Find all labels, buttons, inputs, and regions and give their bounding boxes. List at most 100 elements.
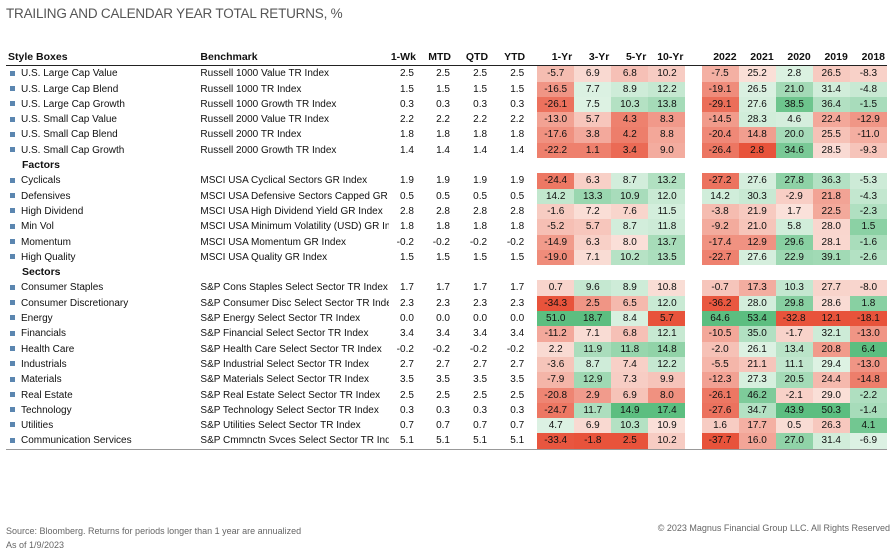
row-name: Health Care: [21, 343, 75, 355]
heat-cell: 17.4: [648, 402, 686, 419]
row-name-cell: High Dividend: [6, 204, 198, 219]
heat-cell: 26.5: [738, 81, 776, 97]
heat-cell: 39.1: [812, 249, 850, 266]
heat-cell: 6.9: [574, 65, 612, 82]
row-name-cell: Consumer Discretionary: [6, 296, 198, 311]
heat-cell: -33.4: [537, 433, 575, 450]
value-cell: 0.5: [400, 190, 414, 202]
value-cell: -0.2: [506, 343, 525, 355]
value-cell: 2.7: [436, 358, 450, 370]
value-cell: 0.0: [473, 313, 488, 325]
heat-cell: 28.6: [812, 295, 850, 312]
value-cell: 2.3: [473, 297, 488, 309]
heat-cell: -0.7: [701, 280, 739, 296]
spacer: [685, 342, 701, 357]
spacer: [685, 403, 701, 418]
row-name: U.S. Large Cap Blend: [21, 83, 119, 95]
heat-cell: 13.5: [648, 249, 686, 266]
heat-cell: 1.6: [701, 418, 739, 434]
data-row: U.S. Small Cap Growth Russell 2000 Growth…: [6, 142, 887, 159]
section-row: Factors: [6, 158, 887, 173]
heat-cell: 16.0: [738, 433, 776, 450]
heat-cell: 11.7: [574, 402, 612, 419]
spacer: [685, 173, 701, 188]
value-cell: 2.5: [436, 389, 450, 401]
heat-cell: -2.3: [849, 203, 887, 220]
spacer: [527, 342, 537, 357]
heat-cell: 26.3: [812, 418, 850, 434]
heat-cell: 26.1: [738, 341, 776, 357]
value-cell: 1.7: [436, 282, 450, 294]
value-cell: 2.2: [436, 114, 450, 126]
value-cell: 0.3: [510, 98, 525, 110]
benchmark: Russell 1000 Growth TR Index: [200, 98, 337, 110]
heat-cell: 2.5: [611, 433, 649, 450]
heat-cell: 11.8: [611, 341, 649, 357]
value-cell: 1.5: [473, 83, 488, 95]
heat-cell: 1.8: [849, 295, 887, 312]
spacer: [685, 112, 701, 127]
heat-cell: 13.8: [648, 96, 686, 113]
spacer: [685, 311, 701, 326]
value-cell: -0.2: [396, 236, 414, 248]
heat-cell: -27.6: [701, 402, 739, 419]
bullet: [10, 330, 15, 336]
value-cell: 2.3: [436, 297, 450, 309]
heat-cell: -5.5: [701, 356, 739, 373]
heat-cell: -20.8: [537, 387, 575, 403]
row-name: Materials: [21, 374, 62, 386]
value-cell: 1.5: [473, 251, 488, 263]
heat-cell: 5.8: [775, 219, 813, 235]
row-name-cell: U.S. Large Cap Growth: [6, 97, 198, 112]
heat-cell: 12.2: [648, 356, 686, 373]
bullet: [10, 147, 15, 153]
heat-cell: 2.5: [574, 295, 612, 312]
value-cell: 1.5: [436, 251, 450, 263]
bullet: [10, 238, 15, 244]
value-cell: 2.5: [400, 68, 414, 80]
heat-cell: 2.8: [775, 65, 813, 82]
heat-cell: 21.8: [812, 188, 850, 204]
heat-cell: 13.2: [648, 173, 686, 189]
heat-cell: 5.7: [574, 112, 612, 128]
heat-cell: 7.4: [611, 356, 649, 373]
spacer: [527, 372, 537, 387]
heat-cell: 1.7: [775, 203, 813, 220]
heat-cell: 14.2: [701, 188, 739, 204]
row-name-cell: Defensives: [6, 189, 198, 204]
heat-cell: 7.7: [574, 81, 612, 97]
spacer: [527, 433, 538, 450]
value-cell: 0.3: [473, 98, 488, 110]
benchmark: MSCI USA Quality GR Index: [200, 251, 328, 263]
heat-cell: 36.4: [812, 96, 850, 113]
value-cell: 1.4: [473, 144, 488, 156]
heat-cell: 25.2: [738, 65, 776, 82]
row-name: Utilities: [21, 420, 54, 432]
value-cell: 3.4: [436, 328, 450, 340]
column-header: QTD: [452, 50, 491, 67]
spacer: [685, 296, 701, 311]
spacer: [685, 189, 701, 204]
bullet: [10, 361, 15, 367]
row-name: Cyclicals: [21, 175, 61, 187]
spacer: [527, 189, 537, 204]
row-name-cell: U.S. Small Cap Blend: [6, 127, 198, 142]
heat-cell: 8.9: [611, 280, 649, 296]
heat-cell: -13.0: [849, 356, 887, 373]
value-cell: 2.8: [400, 205, 414, 217]
value-cell: 1.5: [400, 83, 414, 95]
heat-cell: -34.3: [537, 295, 575, 312]
spacer: [527, 357, 537, 372]
bullet: [10, 70, 15, 76]
spacer: [685, 66, 701, 82]
heat-cell: -5.2: [537, 219, 575, 235]
heat-cell: -1.6: [849, 234, 887, 250]
heat-cell: 10.2: [648, 65, 686, 82]
value-cell: 5.1: [490, 433, 528, 450]
row-name: Industrials: [21, 358, 67, 370]
heat-cell: 6.9: [574, 418, 612, 434]
heat-cell: 25.5: [812, 127, 850, 143]
heat-cell: 18.7: [574, 311, 612, 327]
spacer: [685, 280, 701, 295]
heat-cell: -5.3: [849, 173, 887, 189]
